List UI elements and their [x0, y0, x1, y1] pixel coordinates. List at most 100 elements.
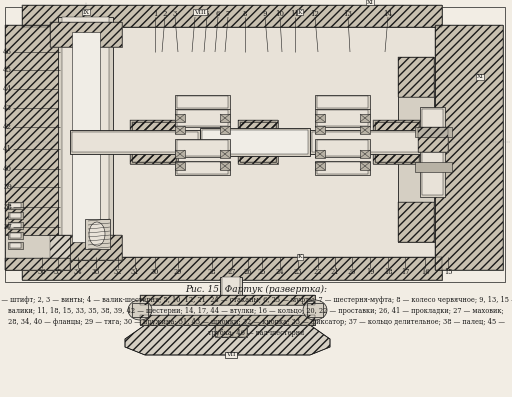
Bar: [140, 315, 315, 325]
Bar: [418, 127, 448, 152]
Bar: [307, 303, 323, 317]
Bar: [220, 150, 230, 158]
Ellipse shape: [128, 300, 152, 320]
Bar: [8, 232, 23, 239]
Bar: [22, 5, 442, 27]
Bar: [315, 126, 325, 134]
Bar: [240, 122, 276, 162]
Text: 38: 38: [3, 203, 12, 211]
Bar: [175, 114, 185, 122]
Bar: [315, 139, 370, 157]
Text: 20: 20: [348, 268, 356, 276]
Bar: [312, 132, 428, 152]
Bar: [10, 203, 21, 208]
Text: 36: 36: [38, 268, 46, 276]
Bar: [373, 120, 421, 164]
Bar: [200, 128, 310, 156]
Bar: [62, 17, 109, 260]
Bar: [132, 303, 148, 317]
Bar: [5, 235, 70, 270]
Bar: [10, 213, 21, 218]
Text: 1: 1: [153, 10, 157, 18]
Text: 14: 14: [383, 10, 393, 18]
Text: 42: 42: [3, 123, 12, 131]
Bar: [22, 257, 442, 280]
Bar: [50, 235, 122, 260]
Text: 11: 11: [290, 10, 300, 18]
Text: 19: 19: [366, 268, 374, 276]
Bar: [375, 122, 419, 162]
Text: VIII: VIII: [194, 10, 206, 15]
Bar: [360, 150, 370, 158]
Bar: [50, 235, 122, 260]
Text: 6: 6: [216, 10, 220, 18]
Bar: [215, 325, 247, 337]
Text: 31: 31: [131, 268, 139, 276]
Bar: [175, 150, 185, 158]
Bar: [132, 122, 176, 162]
Bar: [202, 130, 308, 154]
Bar: [175, 162, 185, 170]
Bar: [220, 162, 230, 170]
Bar: [130, 120, 178, 164]
Text: IX: IX: [82, 10, 90, 15]
Bar: [415, 162, 452, 172]
Text: 21: 21: [331, 268, 339, 276]
Bar: [22, 257, 442, 280]
Bar: [72, 32, 100, 242]
Bar: [22, 5, 442, 27]
Bar: [360, 114, 370, 122]
Text: VII: VII: [226, 353, 236, 358]
Ellipse shape: [89, 222, 105, 246]
Bar: [418, 127, 448, 152]
Bar: [10, 223, 21, 228]
Text: 2: 2: [163, 10, 167, 18]
Text: 18: 18: [384, 268, 392, 276]
Text: 24: 24: [275, 268, 284, 276]
Text: 26: 26: [244, 268, 252, 276]
Bar: [5, 25, 70, 270]
Text: 40: 40: [3, 165, 12, 173]
Bar: [315, 109, 370, 127]
Text: валики; 11, 18, 15, 33, 35, 38, 39, 42 — шестерни; 14, 17, 44 — втулки; 16 — кол: валики; 11, 18, 15, 33, 35, 38, 39, 42 —…: [8, 307, 504, 315]
Text: 13: 13: [344, 10, 352, 18]
Bar: [398, 57, 434, 97]
Text: 9: 9: [263, 10, 267, 18]
Bar: [435, 25, 503, 270]
Bar: [175, 95, 230, 109]
Bar: [130, 120, 178, 164]
Text: 12: 12: [310, 10, 319, 18]
Bar: [222, 277, 240, 335]
Bar: [140, 295, 315, 305]
Text: 25: 25: [258, 268, 266, 276]
Bar: [177, 96, 228, 108]
Bar: [5, 25, 70, 270]
Bar: [177, 110, 228, 126]
Bar: [140, 295, 315, 305]
Bar: [422, 109, 443, 195]
Bar: [420, 107, 445, 197]
Text: 17: 17: [401, 268, 409, 276]
Bar: [8, 202, 23, 209]
Text: XI: XI: [367, 0, 373, 4]
Bar: [70, 27, 435, 257]
Bar: [375, 122, 419, 162]
Text: 34: 34: [74, 268, 82, 276]
Text: 23: 23: [294, 268, 302, 276]
Text: 30: 30: [151, 268, 159, 276]
Bar: [317, 110, 368, 126]
Bar: [8, 242, 23, 249]
Bar: [132, 122, 176, 162]
Text: K: K: [297, 254, 302, 260]
Text: 29: 29: [174, 268, 182, 276]
Text: 44: 44: [3, 85, 12, 93]
Bar: [72, 132, 198, 152]
Text: 15: 15: [444, 268, 452, 276]
Bar: [238, 120, 278, 164]
Bar: [315, 162, 325, 170]
Text: 3: 3: [173, 10, 177, 18]
Text: 22: 22: [314, 268, 322, 276]
Text: 35: 35: [54, 268, 62, 276]
Bar: [58, 17, 113, 260]
Bar: [220, 277, 242, 337]
